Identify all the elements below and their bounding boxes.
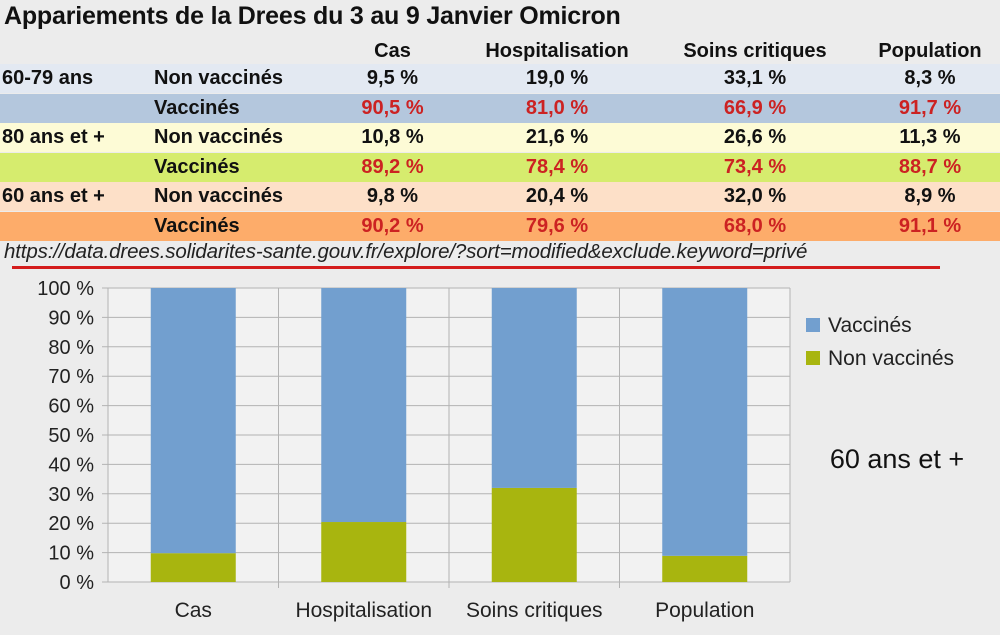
x-tick-label: Cas	[175, 599, 212, 622]
y-tick-label: 30 %	[48, 484, 94, 506]
bar-segment	[150, 288, 236, 554]
x-tick-label: Soins critiques	[466, 599, 603, 622]
group-label: 60 ans et +	[2, 185, 105, 207]
table-row: 80 ans et + Non vaccinés 10,8 % 21,6 % 26,6 …	[0, 123, 1000, 152]
table-row: 60-79 ans Non vaccinés 9,5 % 19,0 % 33,1 % 8,…	[0, 64, 1000, 93]
table-row: Vaccinés 90,2 % 79,6 % 68,0 % 91,1 %	[0, 212, 1000, 241]
table-cell: 68,0 %	[723, 215, 787, 237]
table-cell: 88,7 %	[898, 156, 962, 178]
row-label: Vaccinés	[154, 97, 240, 119]
y-tick-label: 80 %	[48, 337, 94, 359]
header-hospitalisation: Hospitalisation	[485, 40, 629, 62]
y-tick-label: 10 %	[48, 543, 94, 565]
y-tick-label: 0 %	[60, 572, 95, 594]
table-cell: 90,5 %	[361, 97, 424, 119]
table-cell: 73,4 %	[723, 156, 787, 178]
url-underline	[12, 266, 940, 269]
legend-label: Vaccinés	[828, 314, 912, 337]
bar-segment	[662, 288, 748, 556]
table-cell: 26,6 %	[723, 126, 787, 148]
y-tick-label: 70 %	[48, 366, 94, 388]
y-tick-label: 100 %	[37, 278, 94, 300]
page-title: Appariements de la Drees du 3 au 9 Janvi…	[4, 2, 621, 30]
table-cell: 11,3 %	[899, 126, 961, 148]
table-row: 60 ans et + Non vaccinés 9,8 % 20,4 % 32,0 %…	[0, 182, 1000, 211]
legend-swatch	[806, 351, 820, 365]
table-cell: 79,6 %	[525, 215, 589, 237]
table-cell: 10,8 %	[361, 126, 424, 148]
chart-title: 60 ans et +	[830, 444, 964, 474]
row-label: Vaccinés	[154, 156, 240, 178]
table-cell: 89,2 %	[361, 156, 424, 178]
x-tick-label: Population	[655, 599, 754, 622]
source-url[interactable]: https://data.drees.solidarites-sante.gou…	[4, 240, 808, 263]
group-label: 80 ans et +	[2, 126, 105, 148]
header-soins-critiques: Soins critiques	[683, 40, 827, 62]
table-cell: 90,2 %	[361, 215, 424, 237]
x-tick-label: Hospitalisation	[295, 599, 432, 622]
bar-segment	[662, 555, 748, 582]
y-tick-label: 60 %	[48, 396, 94, 418]
bar-segment	[321, 288, 407, 523]
table-cell: 9,8 %	[366, 185, 419, 207]
table-cell: 8,9 %	[904, 185, 956, 207]
table-cell: 20,4 %	[525, 185, 589, 207]
table-cell: 9,5 %	[366, 67, 419, 89]
group-label: 60-79 ans	[2, 67, 94, 89]
legend-label: Non vaccinés	[828, 347, 954, 370]
row-label: Non vaccinés	[154, 67, 283, 89]
y-tick-label: 90 %	[48, 307, 94, 329]
header-population: Population	[878, 40, 982, 62]
table-cell: 66,9 %	[723, 97, 787, 119]
bar-segment	[491, 487, 577, 582]
table-cell: 91,1 %	[898, 215, 962, 237]
row-label: Non vaccinés	[154, 126, 283, 148]
table-cell: 21,6 %	[525, 126, 589, 148]
table-cell: 91,7 %	[898, 97, 962, 119]
bar-segment	[321, 522, 407, 582]
row-label: Non vaccinés	[154, 185, 283, 207]
table-cell: 8,3 %	[904, 67, 956, 89]
table-cell: 19,0 %	[525, 67, 589, 89]
table-cell: 32,0 %	[723, 185, 787, 207]
y-tick-label: 40 %	[48, 454, 94, 476]
y-tick-label: 50 %	[48, 425, 94, 447]
table-row: Vaccinés 90,5 % 81,0 % 66,9 % 91,7 %	[0, 94, 1000, 123]
row-label: Vaccinés	[154, 215, 240, 237]
table-row: Vaccinés 89,2 % 78,4 % 73,4 % 88,7 %	[0, 153, 1000, 182]
bar-segment	[150, 553, 236, 582]
y-tick-label: 20 %	[48, 513, 94, 535]
header-cas: Cas	[374, 40, 411, 62]
legend-swatch	[806, 318, 820, 332]
table-cell: 33,1 %	[723, 67, 787, 89]
bar-segment	[491, 288, 577, 488]
table-cell: 78,4 %	[525, 156, 589, 178]
table-cell: 81,0 %	[525, 97, 589, 119]
